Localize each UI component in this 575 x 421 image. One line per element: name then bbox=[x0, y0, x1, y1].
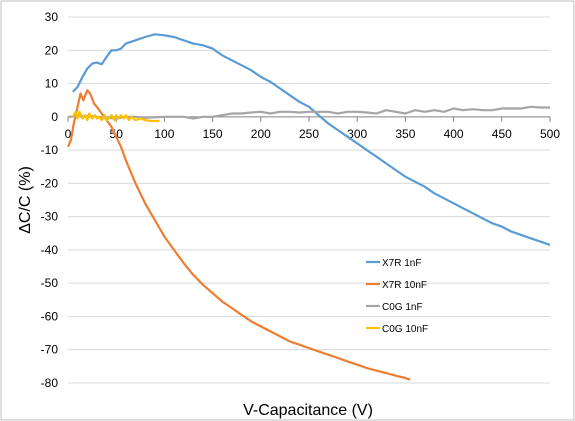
y-axis-tick-labels: 30 20 10 0 -10 -20 -30 -40 -50 -60 -70 -80 bbox=[41, 10, 59, 390]
series-lines bbox=[66, 33, 551, 381]
legend-label-x7r-10nf: X7R 10nF bbox=[382, 280, 427, 291]
y-tick-label: -50 bbox=[41, 276, 59, 290]
y-tick-label: 20 bbox=[45, 43, 59, 57]
y-tick-label: -10 bbox=[41, 143, 59, 157]
y-tick-label: 0 bbox=[51, 110, 58, 124]
y-axis-title: ΔC/C (%) bbox=[17, 166, 34, 234]
series-line-x7r-1nf bbox=[72, 33, 551, 246]
x-tick-label: 200 bbox=[251, 127, 271, 141]
y-tick-label: 30 bbox=[45, 10, 59, 24]
series-line-c0g-1nf bbox=[67, 105, 550, 120]
x-tick-label: 100 bbox=[154, 127, 174, 141]
x-tick-label: 0 bbox=[65, 127, 72, 141]
y-tick-label: 10 bbox=[45, 77, 59, 91]
legend-label-x7r-1nf: X7R 1nF bbox=[382, 258, 421, 269]
x-tick-label: 500 bbox=[540, 127, 560, 141]
x-axis-tick-labels: 0 50 100 150 200 250 300 350 400 450 500 bbox=[65, 127, 561, 141]
y-tick-label: -60 bbox=[41, 309, 59, 323]
x-tick-label: 350 bbox=[395, 127, 415, 141]
x-tick-label: 450 bbox=[492, 127, 512, 141]
y-tick-label: -70 bbox=[41, 343, 59, 357]
y-tick-label: -80 bbox=[41, 376, 59, 390]
series-line-c0g-10nf bbox=[71, 110, 160, 123]
x-tick-label: 150 bbox=[203, 127, 223, 141]
y-tick-label: -30 bbox=[41, 210, 59, 224]
legend-label-c0g-1nf: C0G 1nF bbox=[382, 302, 423, 313]
x-tick-label: 250 bbox=[299, 127, 319, 141]
x-tick-label: 400 bbox=[444, 127, 464, 141]
gridlines bbox=[68, 16, 550, 384]
y-tick-label: -20 bbox=[41, 176, 59, 190]
legend-label-c0g-10nf: C0G 10nF bbox=[382, 324, 428, 335]
x-tick-label: 300 bbox=[347, 127, 367, 141]
y-tick-label: -40 bbox=[41, 243, 59, 257]
legend: X7R 1nF X7R 10nF C0G 1nF C0G 10nF bbox=[366, 258, 428, 335]
series-line-x7r-10nf bbox=[66, 89, 411, 381]
x-axis-title: V-Capacitance (V) bbox=[243, 402, 373, 419]
